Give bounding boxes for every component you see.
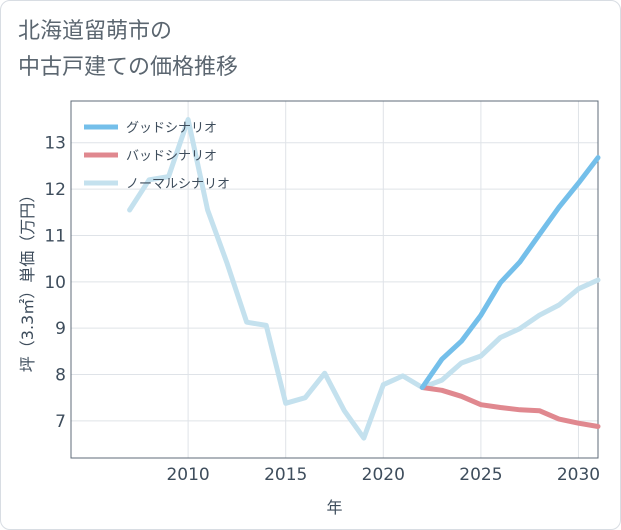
y-tick-labels: 7 8 9 10 11 12 13 [44,134,66,432]
y-tick-label: 7 [55,412,66,432]
x-tick-label: 2015 [264,465,307,485]
legend-label: ノーマルシナリオ [126,177,230,192]
chart-title: 北海道留萌市の 中古戸建ての価格推移 [18,14,238,86]
x-tick-label: 2030 [557,465,600,485]
y-tick-label: 10 [44,273,66,293]
y-tick-label: 12 [44,180,66,200]
series-line-1 [419,385,601,429]
series-line-2 [127,117,601,441]
legend-label: グッドシナリオ [126,121,217,136]
y-tick-label: 8 [55,366,66,386]
x-axis-label: 年 [326,498,342,517]
y-tick-label: 11 [44,226,66,246]
y-axis-label: 坪（3.3㎡）単価（万円） [18,187,37,372]
x-tick-labels: 2010 2015 2020 2025 2030 [166,465,600,485]
y-tick-label: 9 [55,319,66,339]
x-tick-label: 2020 [362,465,405,485]
grid [71,101,598,458]
series-line-0 [419,155,601,390]
y-tick-label: 13 [44,134,66,154]
series-lines [127,117,601,441]
x-tick-label: 2010 [166,465,209,485]
title-line-1: 北海道留萌市の [18,19,173,44]
x-tick-label: 2025 [459,465,502,485]
title-line-2: 中古戸建ての価格推移 [18,55,239,80]
legend-label: バッドシナリオ [126,149,217,164]
